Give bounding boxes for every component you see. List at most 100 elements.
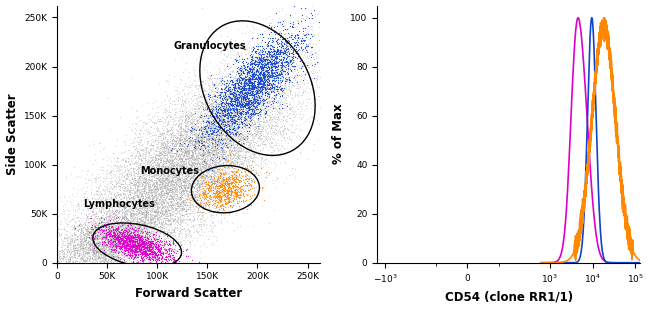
Point — [135, 224, 145, 229]
Point — [161, 173, 172, 178]
Point — [116, 210, 127, 214]
Point — [168, 141, 178, 146]
Point — [133, 257, 143, 262]
Point — [148, 248, 159, 253]
Point — [211, 114, 222, 119]
Point — [272, 117, 282, 122]
Point — [276, 70, 286, 75]
Point — [103, 229, 114, 234]
Point — [168, 169, 179, 174]
Point — [258, 73, 268, 78]
Point — [148, 224, 158, 229]
Point — [116, 217, 127, 222]
Point — [171, 225, 181, 230]
Point — [195, 249, 205, 254]
Point — [141, 240, 151, 245]
Point — [252, 85, 263, 90]
Point — [313, 8, 324, 13]
Point — [218, 137, 228, 142]
Point — [96, 249, 107, 254]
Point — [140, 152, 150, 157]
Point — [142, 244, 153, 249]
Point — [164, 112, 174, 117]
Point — [249, 139, 259, 144]
Point — [261, 103, 271, 108]
Point — [135, 237, 146, 242]
Point — [204, 126, 214, 131]
Point — [156, 222, 166, 226]
Point — [227, 120, 238, 125]
Point — [248, 88, 258, 93]
Point — [188, 188, 198, 193]
Point — [233, 53, 244, 58]
Point — [213, 180, 223, 185]
Point — [120, 176, 131, 181]
Point — [222, 33, 233, 38]
Point — [90, 231, 100, 236]
Point — [94, 222, 104, 227]
Point — [214, 95, 224, 100]
Point — [153, 245, 163, 250]
Point — [109, 240, 120, 245]
Point — [201, 167, 211, 172]
Point — [124, 235, 134, 240]
Point — [170, 136, 181, 141]
Point — [174, 162, 184, 167]
Point — [111, 226, 121, 231]
Point — [112, 166, 122, 171]
Point — [177, 207, 187, 212]
Point — [228, 198, 239, 203]
Point — [122, 223, 132, 228]
Point — [171, 167, 181, 172]
Point — [207, 166, 217, 171]
Point — [232, 121, 242, 125]
Point — [168, 157, 179, 162]
Point — [69, 165, 79, 170]
Point — [149, 125, 159, 130]
Point — [91, 188, 101, 193]
Point — [137, 171, 148, 176]
Point — [122, 237, 133, 242]
Point — [219, 132, 229, 137]
Point — [215, 107, 226, 112]
Point — [118, 241, 128, 246]
Point — [89, 196, 99, 201]
Point — [203, 183, 213, 188]
Point — [197, 174, 207, 179]
Point — [159, 156, 170, 161]
Point — [203, 91, 214, 96]
Point — [127, 195, 138, 200]
Point — [84, 229, 94, 234]
Point — [202, 124, 212, 129]
Point — [94, 243, 104, 248]
Point — [146, 201, 156, 206]
Point — [106, 236, 116, 241]
Point — [114, 224, 124, 229]
Point — [241, 119, 252, 124]
Point — [264, 78, 274, 83]
Point — [187, 154, 197, 159]
Point — [148, 196, 158, 201]
Point — [157, 225, 168, 230]
Point — [208, 175, 218, 180]
Point — [203, 87, 214, 92]
Point — [290, 74, 300, 78]
Point — [234, 115, 244, 120]
Point — [132, 228, 142, 233]
Point — [139, 225, 150, 230]
Point — [124, 245, 134, 250]
Point — [96, 249, 106, 254]
Point — [229, 83, 239, 88]
Point — [164, 145, 175, 150]
Point — [53, 225, 64, 230]
Point — [176, 114, 186, 119]
Point — [216, 123, 227, 128]
Point — [95, 190, 105, 195]
Point — [225, 156, 235, 161]
Point — [129, 146, 140, 151]
Point — [227, 132, 237, 137]
Point — [237, 104, 247, 109]
Point — [101, 255, 112, 260]
Point — [211, 148, 221, 153]
Point — [84, 241, 95, 246]
